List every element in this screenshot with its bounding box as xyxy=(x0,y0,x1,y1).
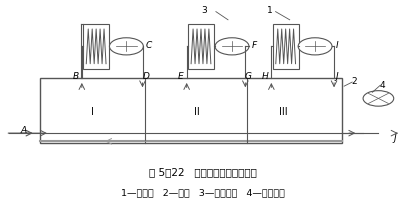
Text: 图 5－22   多次加热循环的流程图: 图 5－22 多次加热循环的流程图 xyxy=(149,166,256,176)
Text: A: A xyxy=(21,125,27,134)
Text: 1: 1 xyxy=(266,6,272,15)
Text: H: H xyxy=(261,72,268,81)
Bar xyxy=(272,25,298,69)
Text: 1—加热器   2—烘房   3—循环风机   4—排气风机: 1—加热器 2—烘房 3—循环风机 4—排气风机 xyxy=(121,187,284,196)
Text: II: II xyxy=(194,106,199,116)
Text: G: G xyxy=(245,72,252,81)
Text: 3: 3 xyxy=(200,6,206,15)
Text: J: J xyxy=(335,72,338,81)
Text: I: I xyxy=(335,41,338,50)
Circle shape xyxy=(362,91,393,107)
Bar xyxy=(188,25,213,69)
Bar xyxy=(83,25,109,69)
Text: D: D xyxy=(142,72,149,81)
Text: III: III xyxy=(279,106,287,116)
Text: I: I xyxy=(90,106,93,116)
Text: E: E xyxy=(177,72,183,81)
Text: J: J xyxy=(392,133,395,142)
Text: F: F xyxy=(251,41,256,50)
Bar xyxy=(40,79,341,144)
Text: C: C xyxy=(145,41,151,50)
Text: 4: 4 xyxy=(379,80,384,89)
Circle shape xyxy=(109,39,143,56)
Circle shape xyxy=(215,39,248,56)
Text: B: B xyxy=(72,72,79,81)
Circle shape xyxy=(297,39,331,56)
Text: 2: 2 xyxy=(351,76,356,85)
